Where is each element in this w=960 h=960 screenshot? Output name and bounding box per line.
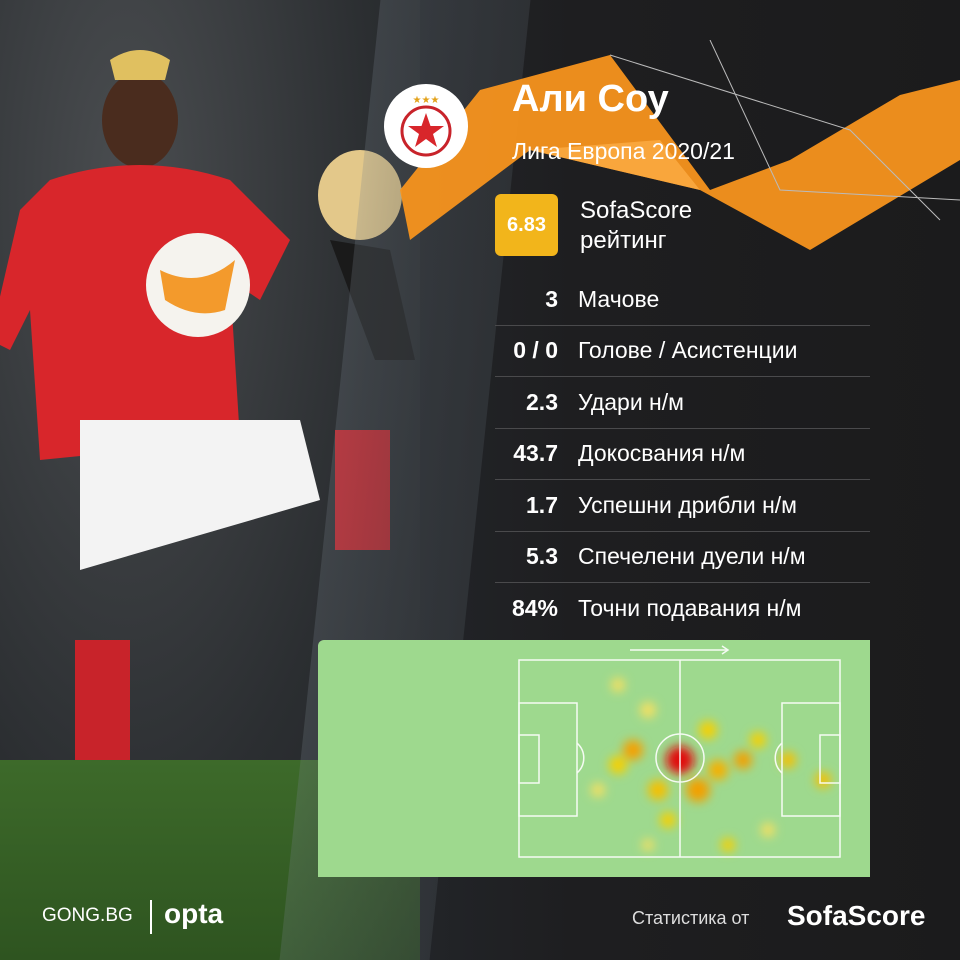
rating-badge: 6.83 <box>495 194 558 256</box>
competition-season: Лига Европа 2020/21 <box>512 138 735 164</box>
stats-list: 3 Мачове 0 / 0 Голове / Асистенции 2.3 Удар… <box>495 274 870 635</box>
heat-spot <box>750 732 766 748</box>
left-penalty-area <box>518 702 578 817</box>
stat-value: 2.3 <box>526 388 558 415</box>
heat-spot <box>686 778 710 802</box>
heatmap-pitch <box>518 645 841 858</box>
rating-label-line1: SofaScore <box>580 197 693 224</box>
stat-row: 5.3 Спечелени дуели н/м <box>495 532 870 583</box>
heat-spot <box>708 760 728 780</box>
stat-value: 3 <box>545 285 558 312</box>
heat-spot <box>761 823 775 837</box>
stat-value: 43.7 <box>513 440 558 467</box>
stat-label: Голове / Асистенции <box>578 337 798 364</box>
heat-spot <box>648 780 668 800</box>
heat-spot <box>660 812 676 828</box>
orange-ribbon-graphic <box>400 40 960 250</box>
heat-spot <box>640 702 656 718</box>
player-silhouette <box>0 50 415 900</box>
rating-label: SofaScore рейтинг <box>580 196 692 256</box>
heat-spot <box>623 740 643 760</box>
heat-spot <box>591 783 605 797</box>
stat-row: 3 Мачове <box>495 274 870 326</box>
stat-value: 1.7 <box>526 491 558 518</box>
rating-label-line2: рейтинг <box>580 227 667 254</box>
stat-row: 1.7 Успешни дрибли н/м <box>495 480 870 532</box>
cska-badge-icon: ★★★ <box>400 95 452 157</box>
sofascore-logo: SofaScore <box>787 900 926 931</box>
stat-value: 0 / 0 <box>513 337 558 364</box>
gong-logo: GONG.BG <box>42 905 133 926</box>
heat-spot <box>780 752 796 768</box>
heat-spot <box>721 838 735 852</box>
stat-value: 84% <box>511 595 558 622</box>
opta-logo: opta <box>164 898 224 929</box>
stat-row: 2.3 Удари н/м <box>495 377 870 429</box>
heat-spot <box>642 839 654 851</box>
club-badge: ★★★ <box>384 84 468 168</box>
heat-spot <box>734 751 752 769</box>
heat-spot <box>609 756 627 774</box>
stat-row: 43.7 Докосвания н/м <box>495 429 870 480</box>
stat-label: Удари н/м <box>578 388 684 415</box>
stat-row: 0 / 0 Голове / Асистенции <box>495 326 870 377</box>
svg-text:★★★: ★★★ <box>413 95 440 106</box>
stat-label: Докосвания н/м <box>578 440 746 467</box>
stat-value: 5.3 <box>526 543 558 570</box>
stat-label: Спечелени дуели н/м <box>578 543 806 570</box>
logo-divider <box>150 900 152 934</box>
stat-label: Точни подавания н/м <box>578 595 802 622</box>
heatmap-panel <box>318 640 870 877</box>
heat-spot <box>815 772 831 788</box>
center-circle <box>655 733 705 783</box>
stat-label: Мачове <box>578 285 660 312</box>
stat-label: Успешни дрибли н/м <box>578 491 797 518</box>
heat-spot <box>611 678 625 692</box>
stats-source-label: Статистика от <box>632 908 750 928</box>
stat-row: 84% Точни подавания н/м <box>495 583 870 635</box>
heat-spot <box>699 721 717 739</box>
player-name: Али Соу <box>512 78 669 120</box>
